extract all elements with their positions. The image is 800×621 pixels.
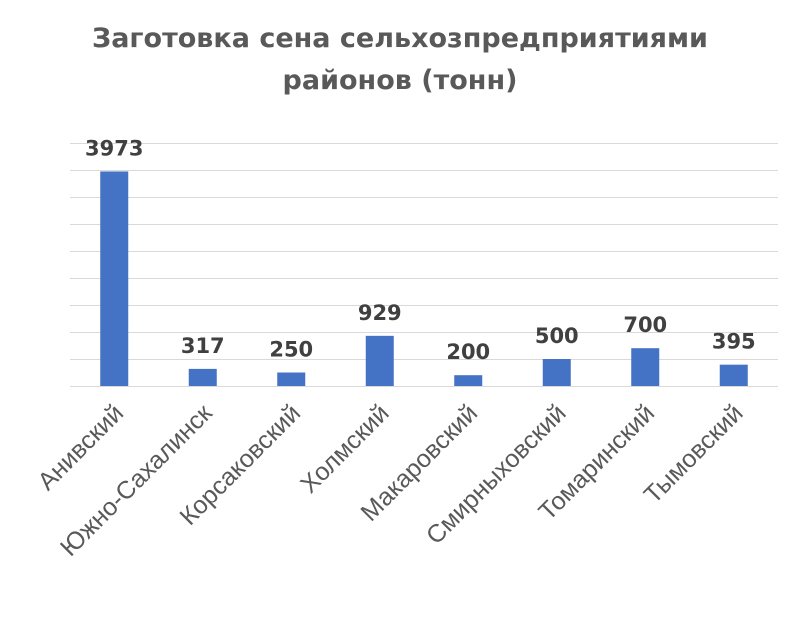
bar-6 <box>542 359 571 386</box>
bars <box>100 171 748 386</box>
data-label-1: 3973 <box>85 136 143 160</box>
data-label-8: 395 <box>712 330 756 354</box>
chart-title: Заготовка сена сельхозпредприятиями райо… <box>0 18 800 102</box>
bar-5 <box>454 375 483 386</box>
bar-8 <box>719 364 748 386</box>
bar-2 <box>188 368 217 386</box>
data-label-6: 500 <box>535 324 579 348</box>
x-axis-tick-labels: АнивскийЮжно-СахалинскКорсаковскийХолмск… <box>32 398 748 562</box>
bar-1 <box>100 171 129 386</box>
data-label-4: 929 <box>358 301 402 325</box>
gridlines <box>70 143 778 387</box>
chart-title-line-1: Заготовка сена сельхозпредприятиями <box>92 23 708 54</box>
chart-title-line-2: районов (тонн) <box>282 65 518 96</box>
bar-4 <box>365 335 394 386</box>
data-labels: 3973 317 250 929 200 500 700 395 <box>85 136 756 364</box>
bar-3 <box>277 372 306 386</box>
bar-7 <box>631 348 660 386</box>
data-label-5: 200 <box>446 340 490 364</box>
x-tick-label-2: Южно-Сахалинск <box>55 398 219 562</box>
data-label-7: 700 <box>623 313 667 337</box>
data-label-3: 250 <box>269 338 313 362</box>
data-label-2: 317 <box>181 334 225 358</box>
